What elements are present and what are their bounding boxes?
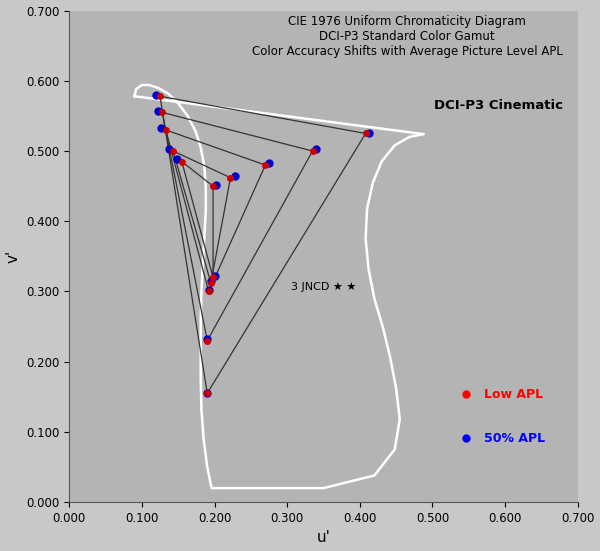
Text: 50% APL: 50% APL: [484, 432, 545, 445]
Text: DCI-P3 Cinematic: DCI-P3 Cinematic: [434, 99, 563, 112]
X-axis label: u': u': [317, 531, 331, 545]
Y-axis label: v': v': [5, 250, 20, 263]
Text: CIE 1976 Uniform Chromaticity Diagram
DCI-P3 Standard Color Gamut
Color Accuracy: CIE 1976 Uniform Chromaticity Diagram DC…: [251, 15, 563, 58]
Text: 3 JNCD ★ ★: 3 JNCD ★ ★: [291, 282, 356, 292]
Text: Low APL: Low APL: [484, 387, 543, 401]
